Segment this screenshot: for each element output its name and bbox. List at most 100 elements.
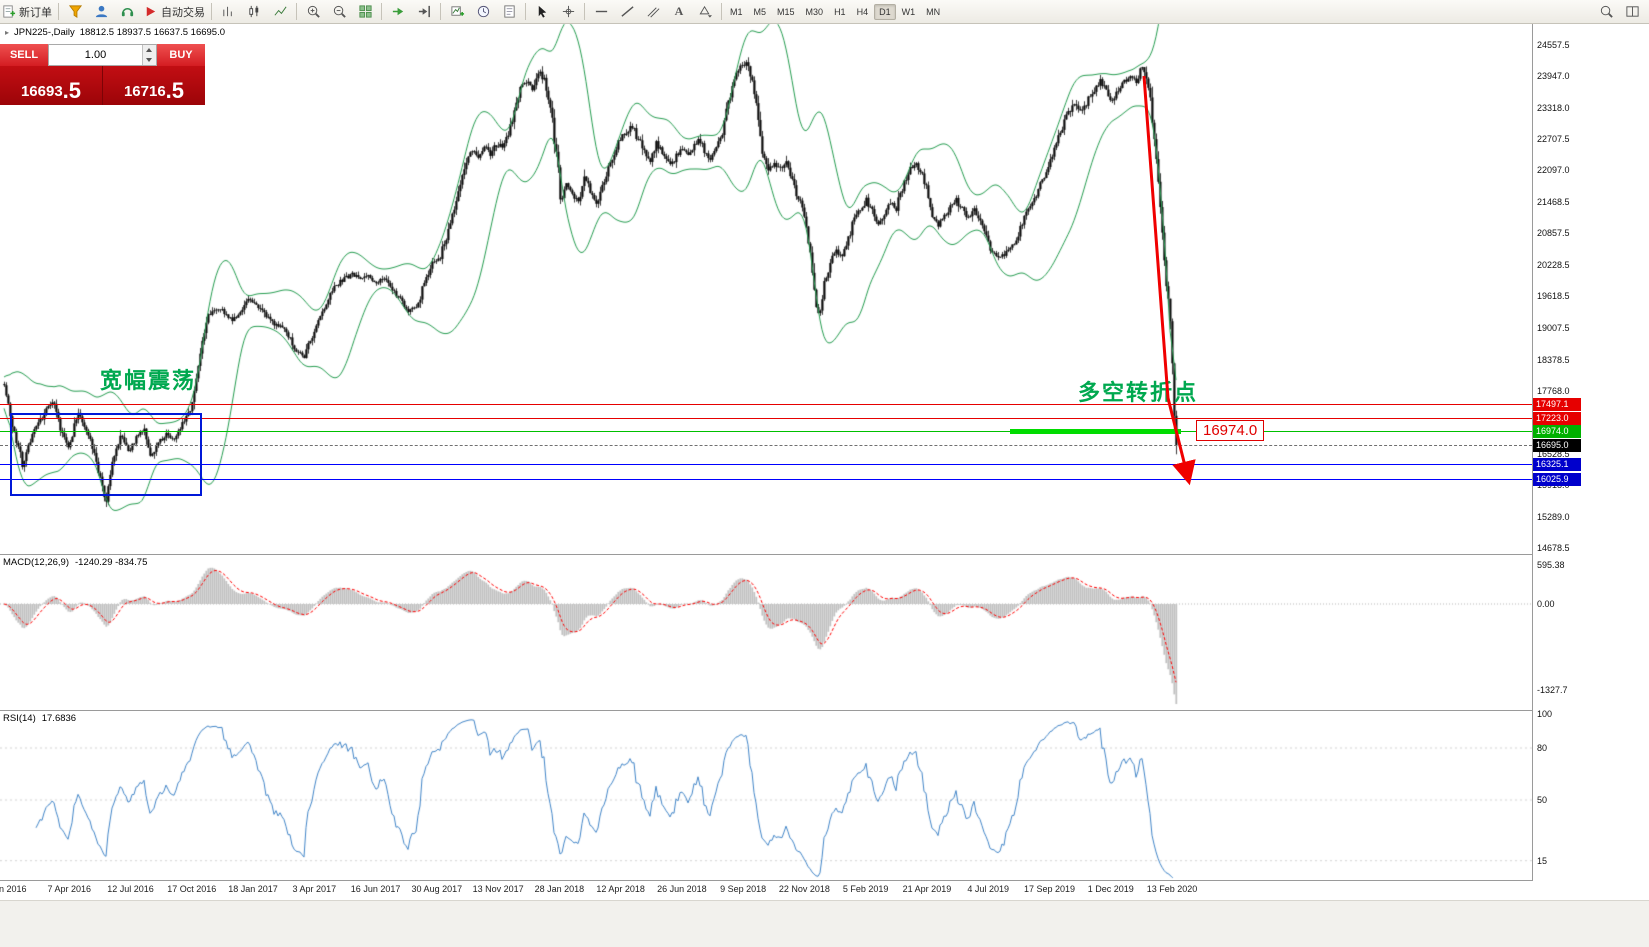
timeframe-button-m5[interactable]: M5 (753, 6, 767, 17)
price-axis-label: 14678.5 (1537, 543, 1570, 553)
macd-values: -1240.29 -834.75 (75, 557, 148, 568)
volume-input[interactable]: 1.00 (48, 44, 157, 66)
toolbar-separator (381, 3, 382, 20)
annotation-wide-range: 宽幅震荡 (100, 368, 197, 393)
support-icon (120, 4, 135, 19)
price-tag-17497.1: 17497.1 (1533, 398, 1581, 412)
date-axis-label: 3 Apr 2017 (292, 884, 337, 894)
date-axis-label: 30 Aug 2017 (411, 884, 463, 894)
new-order-button[interactable]: 新订单 (0, 2, 55, 22)
auto-scroll-icon (391, 4, 406, 19)
data-window-button[interactable] (1619, 2, 1645, 22)
tile-windows-button[interactable] (352, 2, 378, 22)
volume-spinner[interactable] (142, 45, 156, 65)
timeframe-button-h1[interactable]: H1 (834, 6, 846, 17)
date-axis-label: 21 Apr 2019 (902, 884, 952, 894)
search-button[interactable] (1593, 2, 1619, 22)
annotation-pivot-point: 多空转折点 (1078, 380, 1199, 405)
sell-price[interactable]: 16693.5 (0, 66, 103, 105)
date-axis-label: Jan 2016 (0, 884, 27, 894)
profile-icon (94, 4, 109, 19)
rsi-axis-label: 50 (1537, 795, 1548, 805)
toolbar-separator (525, 3, 526, 20)
timeframe-button-d1[interactable]: D1 (874, 3, 896, 20)
trendline-button[interactable] (614, 2, 640, 22)
timeframe-button-mn[interactable]: MN (926, 6, 941, 17)
auto-scroll-button[interactable] (385, 2, 411, 22)
text-button-label: A (674, 4, 684, 18)
price-axis-label: 19618.5 (1537, 291, 1570, 302)
toolbar-separator (211, 3, 212, 20)
cursor-button[interactable] (529, 2, 555, 22)
data-window-icon (1625, 4, 1640, 19)
panel-divider-macd-rsi[interactable] (0, 710, 1532, 711)
chart-expand-icon[interactable]: ▸ (5, 28, 10, 37)
search-icon (1599, 4, 1614, 19)
support-button[interactable] (114, 2, 140, 22)
zoom-out-button[interactable] (326, 2, 352, 22)
timeframe-button-h4[interactable]: H4 (856, 6, 869, 17)
price-level-line-17223.0[interactable] (0, 417, 1532, 419)
line-chart-icon (273, 4, 288, 19)
pivot-price-label[interactable]: 16974.0 (1196, 420, 1265, 441)
timeframe-button-m1[interactable]: M1 (730, 6, 743, 17)
price-axis-separator[interactable] (1532, 24, 1533, 881)
bar-chart-button[interactable] (215, 2, 241, 22)
price-tag-16695.0: 16695.0 (1533, 439, 1581, 453)
symbol-label: JPN225-,Daily (14, 27, 75, 38)
candlestick-chart-button[interactable] (241, 2, 267, 22)
timeframe-button-m15[interactable]: M15 (777, 6, 795, 17)
volume-increase-icon[interactable] (143, 45, 156, 55)
rsi-axis-label: 80 (1537, 743, 1548, 753)
volume-decrease-icon[interactable] (143, 55, 156, 65)
timeframe-button-m30[interactable]: M30 (805, 6, 824, 17)
text-button[interactable]: A (666, 2, 692, 22)
channel-button[interactable] (640, 2, 666, 22)
price-axis-label: 22707.5 (1537, 134, 1570, 145)
buy-button[interactable]: BUY (157, 44, 205, 66)
zoom-in-button[interactable] (300, 2, 326, 22)
new-order-icon (1, 4, 16, 19)
period-button[interactable] (470, 2, 496, 22)
funnel-button[interactable] (62, 2, 88, 22)
horizontal-line-button[interactable] (588, 2, 614, 22)
new-chart-icon (450, 4, 465, 19)
price-axis-label: 24557.5 (1537, 40, 1570, 50)
shapes-button[interactable] (692, 2, 718, 22)
date-axis-label: 17 Sep 2019 (1023, 884, 1075, 894)
pivot-highlight-line[interactable] (1010, 428, 1181, 434)
date-axis-label: 28 Jan 2018 (534, 884, 585, 894)
chart-shift-icon (417, 4, 432, 19)
timeframe-group: M1 M5 M15 M30 H1 H4 D1 W1 MN (725, 3, 945, 20)
chart-shift-button[interactable] (411, 2, 437, 22)
crosshair-icon (561, 4, 576, 19)
cursor-icon (535, 4, 550, 19)
panel-divider-rsi-dates[interactable] (0, 880, 1532, 881)
line-chart-button[interactable] (267, 2, 293, 22)
auto-trading-button[interactable]: 自动交易 (140, 2, 208, 22)
date-axis-label: 12 Apr 2018 (596, 884, 645, 894)
price-level-line-16695.0[interactable] (0, 444, 1532, 446)
rsi-axis-label: 15 (1537, 855, 1548, 866)
macd-axis-label: 595.38 (1537, 560, 1565, 571)
date-axis[interactable]: Jan 2016 7 Apr 2016 12 Jul 2016 17 Oct 2016… (0, 881, 1532, 899)
date-axis-label: 16 Jun 2017 (350, 884, 401, 894)
toolbar-separator (721, 3, 722, 20)
tile-windows-icon (358, 4, 373, 19)
price-level-line-17497.1[interactable] (0, 403, 1532, 405)
profile-button[interactable] (88, 2, 114, 22)
panel-divider-main-macd[interactable] (0, 554, 1532, 555)
new-chart-button[interactable] (444, 2, 470, 22)
toolbar-separator (584, 3, 585, 20)
price-level-line-16025.9[interactable] (0, 478, 1532, 480)
buy-price[interactable]: 16716.5 (103, 66, 205, 105)
indicators-button[interactable] (496, 2, 522, 22)
timeframe-button-w1[interactable]: W1 (901, 6, 916, 17)
consolidation-box[interactable] (10, 413, 202, 496)
sell-button[interactable]: SELL (0, 44, 48, 66)
price-level-line-16974.0[interactable] (0, 430, 1532, 432)
price-level-line-16325.1[interactable] (0, 463, 1532, 465)
crosshair-button[interactable] (555, 2, 581, 22)
